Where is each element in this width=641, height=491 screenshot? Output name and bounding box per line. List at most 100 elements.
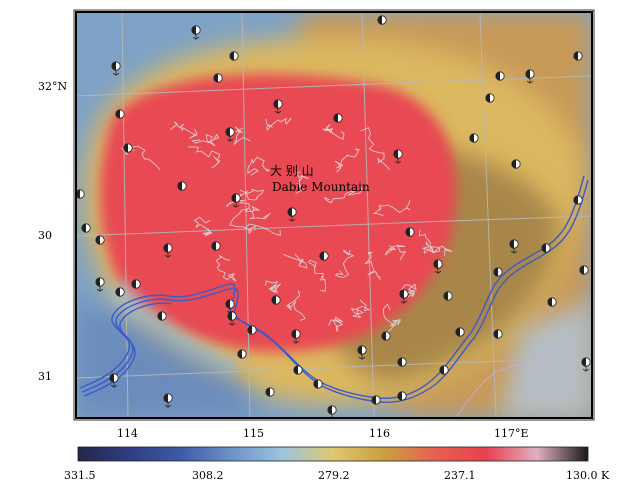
- station-symbol: [581, 357, 591, 372]
- lat-label-30: 30: [38, 229, 52, 242]
- cold-cloud-core: [100, 74, 457, 352]
- grid-lon-117: [479, 12, 497, 418]
- station-symbol: [115, 287, 125, 297]
- contour-line: [191, 133, 220, 147]
- station-symbol: [95, 277, 105, 292]
- station-symbol: [163, 243, 173, 258]
- colorbar-tick-3: 237.1: [444, 469, 476, 482]
- colorbar-tick-1: 308.2: [192, 469, 224, 482]
- station-symbol: [393, 149, 403, 164]
- station-symbol: [211, 241, 221, 251]
- station-symbol: [433, 259, 443, 274]
- station-symbol: [225, 299, 235, 314]
- station-symbol: [405, 227, 415, 237]
- station-symbol: [111, 61, 121, 76]
- contour-line: [193, 216, 213, 237]
- station-symbol: [455, 327, 465, 337]
- station-symbol: [509, 239, 519, 254]
- station-symbol: [493, 329, 503, 339]
- station-symbol: [493, 267, 503, 277]
- contour-line: [422, 241, 441, 254]
- station-symbol: [131, 279, 141, 289]
- colorbar-tick-2: 279.2: [318, 469, 350, 482]
- colorbar-tick-4: 130.0 K: [566, 469, 610, 482]
- station-symbol: [377, 15, 387, 25]
- contour-line: [238, 188, 265, 201]
- colorbar-tick-0: 331.5: [64, 469, 96, 482]
- light-blue-southeast: [500, 300, 592, 418]
- contour-line: [350, 299, 371, 318]
- region-label-cn: 大 别 山: [270, 164, 314, 178]
- station-symbol: [229, 51, 239, 61]
- colorbar: [77, 446, 589, 462]
- station-symbol: [95, 235, 105, 245]
- station-symbol: [265, 387, 275, 397]
- station-symbol: [397, 357, 407, 367]
- province-border: [454, 344, 561, 418]
- station-symbol: [541, 243, 551, 253]
- contour-line: [226, 200, 260, 213]
- station-symbol: [227, 311, 237, 326]
- station-symbol: [485, 93, 495, 103]
- station-symbol: [525, 69, 535, 84]
- contour-line: [264, 280, 281, 294]
- contour-line: [323, 185, 363, 204]
- station-symbol: [157, 311, 167, 321]
- contour-line: [364, 251, 381, 281]
- contour-line: [360, 127, 391, 171]
- contour-line: [418, 229, 453, 256]
- station-symbol: [76, 189, 85, 199]
- lat-label-32: 32°N: [38, 80, 68, 93]
- contour-line: [328, 316, 344, 332]
- map-frame: [75, 11, 593, 419]
- contour-line: [322, 123, 345, 140]
- lon-label-116: 116: [369, 427, 390, 440]
- station-symbol: [163, 393, 173, 408]
- terrain-contours: [121, 117, 453, 334]
- station-symbol: [547, 297, 557, 307]
- station-symbol: [123, 143, 133, 153]
- station-symbol: [247, 325, 257, 335]
- station-symbol: [191, 25, 201, 40]
- station-symbol: [573, 51, 583, 61]
- station-symbol: [237, 349, 247, 359]
- station-symbol: [511, 159, 521, 169]
- contour-line: [187, 146, 221, 169]
- grid-lon-116: [361, 12, 375, 418]
- station-symbol: [287, 207, 297, 222]
- lon-label-114: 114: [117, 427, 138, 440]
- grid-lat-30: [76, 215, 592, 237]
- station-symbol: [399, 289, 409, 304]
- contour-line: [382, 303, 402, 334]
- station-symbol: [573, 195, 583, 205]
- light-blue-band: [105, 280, 240, 380]
- lat-label-31: 31: [38, 370, 52, 383]
- station-symbol: [579, 265, 589, 275]
- station-symbol: [273, 99, 283, 114]
- contour-line: [229, 208, 271, 231]
- contour-line: [247, 156, 271, 176]
- contour-line: [169, 121, 198, 139]
- dark-blue-southwest: [76, 300, 260, 418]
- station-symbol: [469, 133, 479, 143]
- weather-stations: [76, 15, 591, 418]
- grid-lon-115: [241, 12, 251, 418]
- contour-line: [215, 254, 237, 282]
- station-symbol: [115, 109, 125, 119]
- station-symbol: [397, 391, 407, 401]
- station-symbol: [291, 329, 301, 344]
- station-symbol: [333, 113, 343, 123]
- lon-label-117: 117°E: [494, 427, 529, 440]
- station-symbol: [381, 331, 391, 341]
- station-symbol: [213, 73, 223, 83]
- contour-line: [373, 199, 411, 217]
- station-symbol: [319, 251, 329, 261]
- contour-line: [334, 148, 361, 173]
- station-symbol: [357, 345, 367, 360]
- contour-line: [384, 244, 407, 261]
- station-symbol: [177, 181, 187, 191]
- temperature-field: [76, 12, 592, 418]
- station-symbol: [81, 223, 91, 233]
- station-symbol: [271, 295, 281, 305]
- contour-line: [308, 259, 327, 292]
